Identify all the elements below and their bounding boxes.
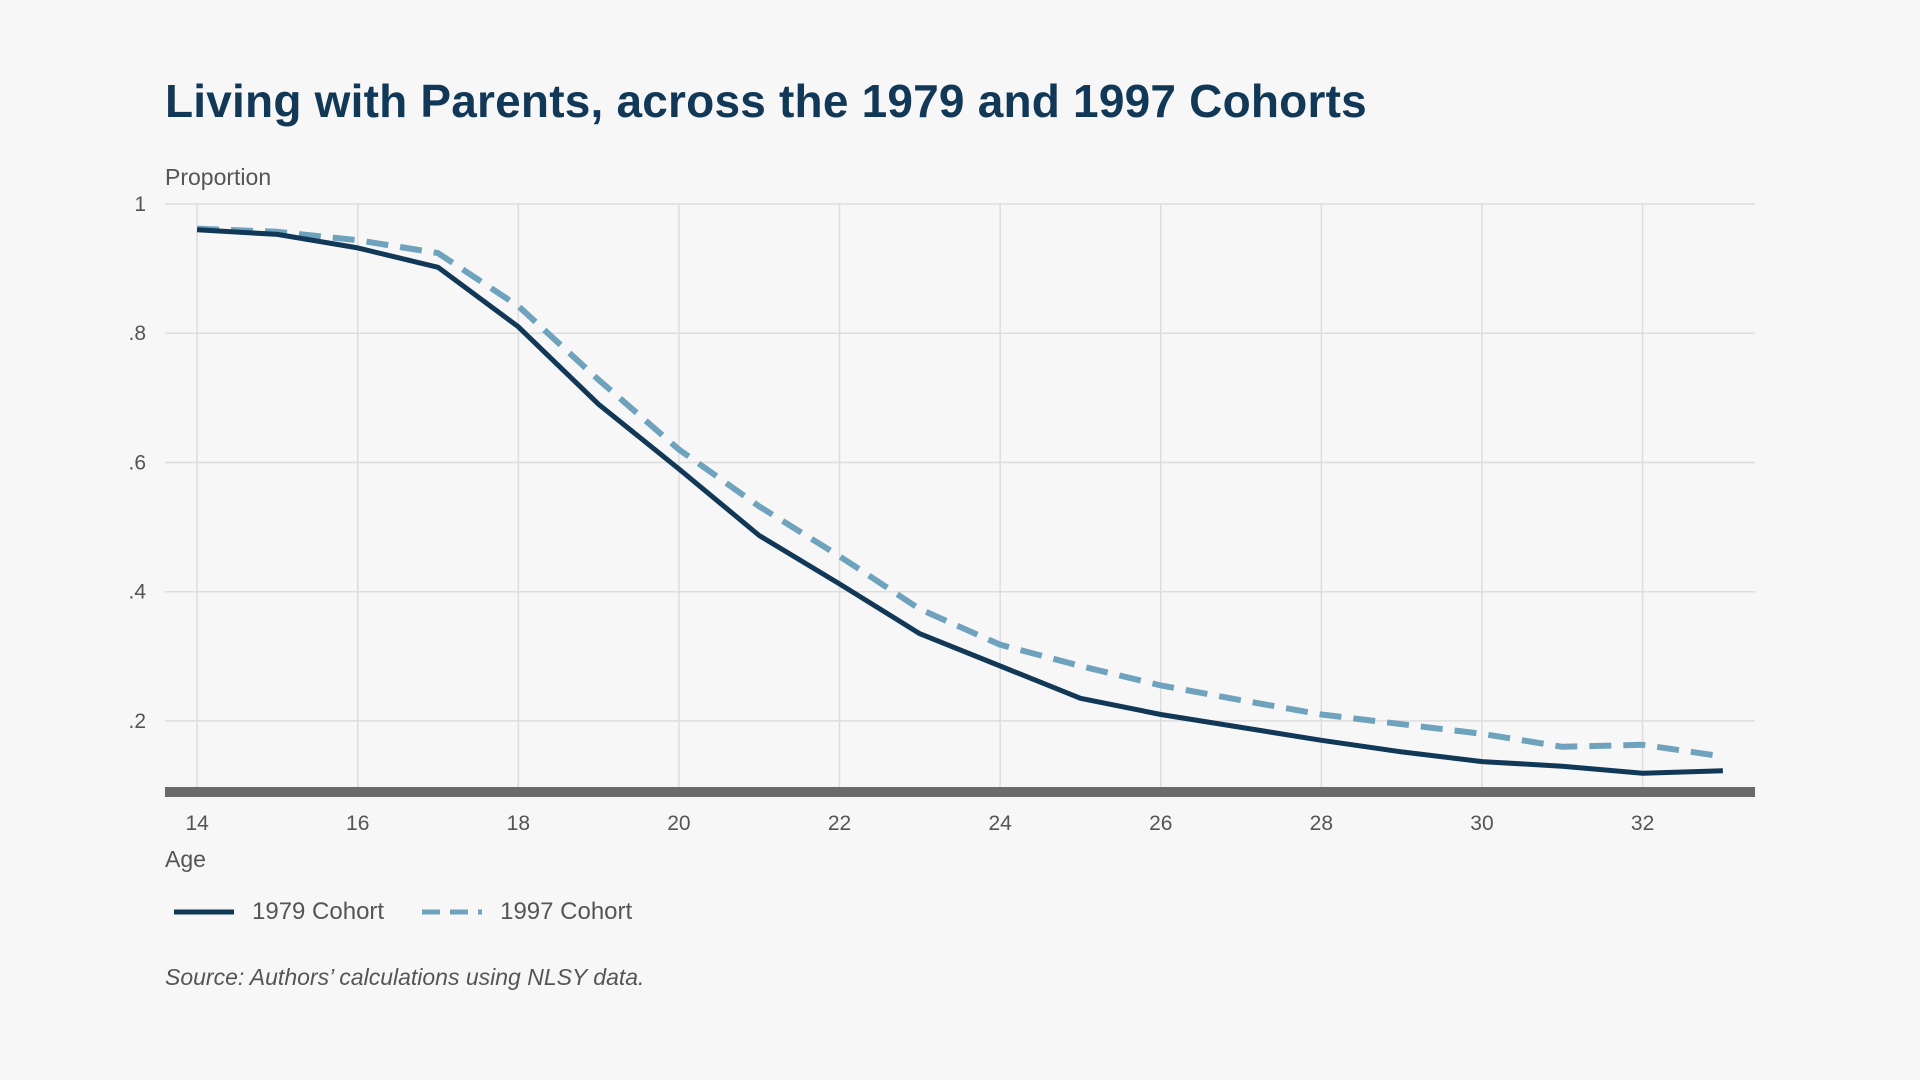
x-tick-label: 16 (346, 812, 369, 835)
y-tick-label: .6 (128, 451, 146, 474)
chart-title: Living with Parents, across the 1979 and… (165, 75, 1367, 127)
legend-swatch-solid (174, 909, 234, 915)
x-tick-label: 32 (1631, 812, 1654, 835)
series-line-1979-cohort (196, 227, 1723, 776)
gridlines (165, 203, 1755, 792)
legend-label-1979: 1979 Cohort (252, 898, 385, 925)
x-tick-labels: 14 16 18 20 22 24 26 28 30 32 (185, 812, 1654, 835)
x-tick-label: 14 (185, 812, 209, 835)
legend: 1979 Cohort 1997 Cohort (174, 898, 670, 926)
y-tick-label: .4 (128, 581, 146, 604)
data-series (196, 225, 1724, 776)
x-axis-baseline (165, 787, 1755, 797)
x-tick-label: 30 (1470, 812, 1493, 835)
y-tick-label: .2 (128, 710, 146, 733)
y-tick-label: .8 (128, 322, 146, 345)
y-axis-title: Proportion (165, 164, 271, 190)
source-note: Source: Authors’ calculations using NLSY… (165, 964, 645, 990)
x-tick-label: 20 (667, 812, 690, 835)
x-tick-label: 18 (507, 812, 530, 835)
legend-swatch-dashed (422, 909, 483, 915)
legend-item-1997: 1997 Cohort (422, 898, 632, 926)
legend-item-1979: 1979 Cohort (174, 898, 384, 926)
x-tick-label: 22 (828, 812, 851, 835)
legend-label-1997: 1997 Cohort (500, 898, 633, 925)
series-line-1997-cohort (196, 225, 1724, 760)
x-axis-title: Age (165, 846, 206, 872)
x-tick-label: 24 (988, 812, 1012, 835)
x-tick-label: 26 (1149, 812, 1172, 835)
x-tick-label: 28 (1310, 812, 1333, 835)
y-tick-label: 1 (134, 193, 146, 216)
y-tick-labels: .2 .4 .6 .8 1 (128, 193, 146, 733)
